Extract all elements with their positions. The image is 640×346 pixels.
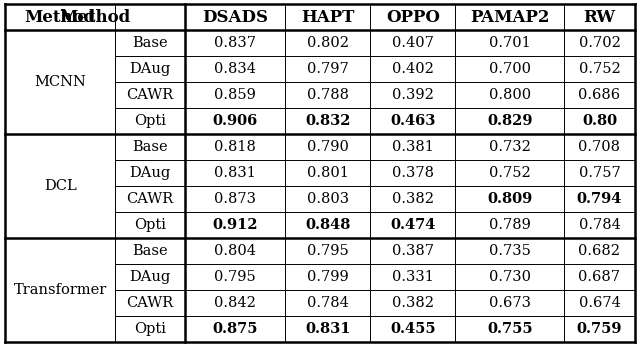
Text: 0.789: 0.789: [489, 218, 531, 232]
Text: 0.795: 0.795: [307, 244, 349, 258]
Text: DAug: DAug: [129, 166, 171, 180]
Text: Transformer: Transformer: [13, 283, 107, 297]
Text: 0.799: 0.799: [307, 270, 349, 284]
Text: 0.784: 0.784: [307, 296, 349, 310]
Text: 0.809: 0.809: [487, 192, 532, 206]
Text: DSADS: DSADS: [202, 9, 268, 26]
Text: 0.834: 0.834: [214, 62, 256, 76]
Text: 0.784: 0.784: [579, 218, 620, 232]
Text: 0.848: 0.848: [305, 218, 351, 232]
Text: 0.804: 0.804: [214, 244, 256, 258]
Text: Opti: Opti: [134, 322, 166, 336]
Text: 0.797: 0.797: [307, 62, 349, 76]
Text: 0.832: 0.832: [305, 114, 351, 128]
Text: HAPT: HAPT: [301, 9, 355, 26]
Text: Opti: Opti: [134, 114, 166, 128]
Text: 0.732: 0.732: [489, 140, 531, 154]
Text: PAMAP2: PAMAP2: [470, 9, 550, 26]
Text: Base: Base: [132, 140, 168, 154]
Text: Base: Base: [132, 244, 168, 258]
Text: 0.752: 0.752: [489, 166, 531, 180]
Text: 0.687: 0.687: [579, 270, 620, 284]
Text: 0.794: 0.794: [577, 192, 622, 206]
Text: Base: Base: [132, 36, 168, 50]
Text: 0.80: 0.80: [582, 114, 617, 128]
Text: 0.790: 0.790: [307, 140, 349, 154]
Text: Method: Method: [60, 9, 131, 26]
Text: 0.382: 0.382: [392, 192, 434, 206]
Text: 0.381: 0.381: [392, 140, 434, 154]
Text: 0.842: 0.842: [214, 296, 256, 310]
Text: 0.701: 0.701: [489, 36, 531, 50]
Text: 0.673: 0.673: [489, 296, 531, 310]
Text: 0.730: 0.730: [489, 270, 531, 284]
Text: 0.755: 0.755: [487, 322, 532, 336]
Text: 0.392: 0.392: [392, 88, 434, 102]
Text: 0.831: 0.831: [305, 322, 351, 336]
Text: 0.859: 0.859: [214, 88, 256, 102]
Text: MCNN: MCNN: [35, 75, 86, 89]
Text: DAug: DAug: [129, 270, 171, 284]
Text: 0.708: 0.708: [579, 140, 620, 154]
Text: 0.875: 0.875: [212, 322, 258, 336]
Text: 0.463: 0.463: [390, 114, 436, 128]
Text: 0.912: 0.912: [212, 218, 258, 232]
Text: 0.873: 0.873: [214, 192, 256, 206]
Text: 0.803: 0.803: [307, 192, 349, 206]
Text: 0.818: 0.818: [214, 140, 256, 154]
Text: 0.757: 0.757: [579, 166, 620, 180]
Text: 0.802: 0.802: [307, 36, 349, 50]
Text: 0.700: 0.700: [489, 62, 531, 76]
Text: 0.795: 0.795: [214, 270, 256, 284]
Text: 0.829: 0.829: [487, 114, 532, 128]
Text: OPPO: OPPO: [386, 9, 440, 26]
Text: 0.686: 0.686: [579, 88, 621, 102]
Text: 0.402: 0.402: [392, 62, 434, 76]
Text: 0.735: 0.735: [489, 244, 531, 258]
Text: 0.378: 0.378: [392, 166, 434, 180]
Text: 0.801: 0.801: [307, 166, 349, 180]
Text: DAug: DAug: [129, 62, 171, 76]
Text: 0.800: 0.800: [489, 88, 531, 102]
Text: DCL: DCL: [44, 179, 77, 193]
Text: 0.455: 0.455: [390, 322, 436, 336]
Text: CAWR: CAWR: [127, 192, 173, 206]
Text: Method: Method: [24, 9, 96, 26]
Text: 0.382: 0.382: [392, 296, 434, 310]
Text: 0.759: 0.759: [577, 322, 622, 336]
Text: 0.407: 0.407: [392, 36, 434, 50]
Text: 0.788: 0.788: [307, 88, 349, 102]
Text: 0.752: 0.752: [579, 62, 620, 76]
Text: 0.474: 0.474: [390, 218, 436, 232]
Text: 0.674: 0.674: [579, 296, 620, 310]
Text: CAWR: CAWR: [127, 296, 173, 310]
Text: CAWR: CAWR: [127, 88, 173, 102]
Text: Opti: Opti: [134, 218, 166, 232]
Text: 0.906: 0.906: [212, 114, 258, 128]
Text: 0.702: 0.702: [579, 36, 620, 50]
Text: 0.682: 0.682: [579, 244, 620, 258]
Text: 0.387: 0.387: [392, 244, 434, 258]
Text: 0.837: 0.837: [214, 36, 256, 50]
Text: 0.331: 0.331: [392, 270, 434, 284]
Text: RW: RW: [584, 9, 616, 26]
Text: 0.831: 0.831: [214, 166, 256, 180]
